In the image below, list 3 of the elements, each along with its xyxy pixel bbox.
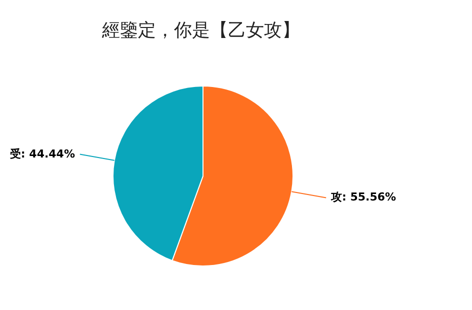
chart-title: 經鑒定，你是【乙女攻】 (101, 20, 300, 41)
slice-label: 受: 44.44% (8, 147, 75, 160)
slice-label: 攻: 55.56% (330, 190, 396, 204)
